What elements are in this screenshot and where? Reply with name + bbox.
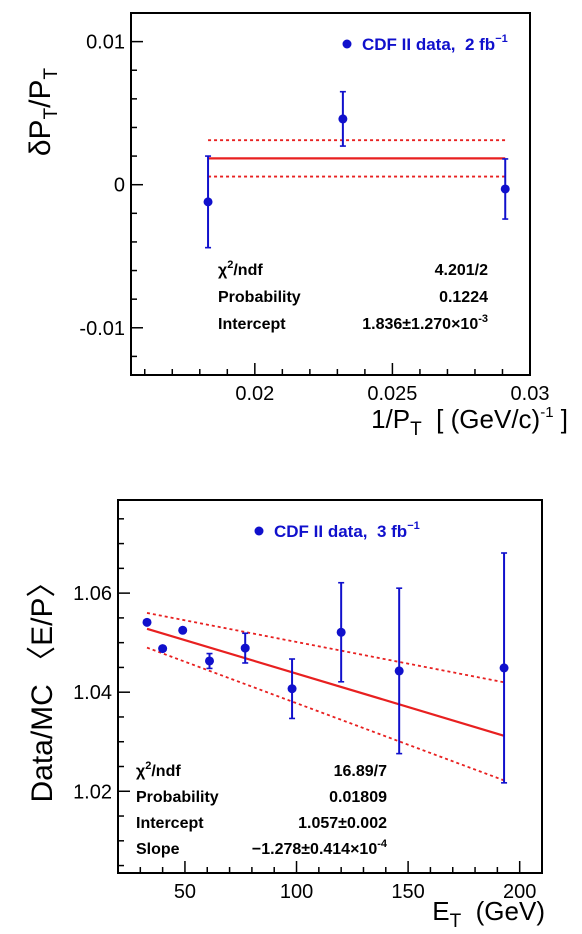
plot-frame-top [130, 12, 531, 376]
data-point [338, 114, 348, 124]
y-tick-label: 0.01 [86, 32, 125, 54]
x-tick-label: 150 [391, 881, 424, 903]
ticks-top [131, 12, 531, 375]
data-point [336, 627, 346, 637]
fit-line [146, 627, 505, 737]
ticks-bottom [117, 518, 543, 873]
y-tick-label: 0 [114, 175, 125, 197]
y-tick-label: -0.01 [79, 318, 125, 340]
legend-label-top: CDF II data, 2 fb−1 [362, 33, 508, 54]
stat-label-intercept-top: Intercept [218, 316, 286, 333]
data-point [178, 625, 188, 635]
data-point [142, 617, 152, 627]
fit-lines-bottom [146, 612, 505, 782]
x-axis-title-top: 1/PT [ (GeV/c)-1 ] [371, 404, 568, 440]
stat-value-chi2-bottom: 16.89/7 [334, 763, 387, 780]
x-tick-label: 200 [503, 881, 536, 903]
stat-value-slope-bottom: −1.278±0.414×10-4 [252, 838, 388, 858]
data-point [240, 643, 250, 653]
data-point [203, 197, 213, 207]
fit-lines-top [208, 139, 506, 178]
data-points-bottom [142, 552, 509, 784]
legend-label-bottom: CDF II data, 3 fb−1 [274, 520, 420, 541]
data-points-top [203, 90, 510, 249]
y-axis-title-top: δPT/PT [24, 67, 62, 156]
stat-label-slope-bottom: Slope [136, 841, 180, 858]
x-tick-label: 0.02 [235, 383, 274, 405]
data-point [394, 666, 404, 676]
y-tick-label: 1.04 [73, 682, 112, 704]
fit-band-lower [146, 646, 505, 782]
x-tick-label: 0.025 [367, 383, 417, 405]
stat-label-intercept-bottom: Intercept [136, 815, 204, 832]
chart-bottom: 1.02 1.04 1.06 50 100 150 200 Data/MC 〈E… [26, 499, 545, 932]
stat-label-probability-bottom: Probability [136, 789, 219, 806]
data-point [204, 656, 214, 666]
stat-value-chi2-top: 4.201/2 [435, 262, 488, 279]
fit-band-upper [146, 612, 505, 684]
y-tick-label: 1.06 [73, 583, 112, 605]
stat-label-chi2-top: χ2/ndf [218, 259, 263, 279]
data-point [500, 184, 510, 194]
legend-marker-top [342, 39, 352, 49]
x-tick-label: 100 [280, 881, 313, 903]
y-tick-label: 1.02 [73, 781, 112, 803]
data-point [287, 684, 297, 694]
stat-value-intercept-top: 1.836±1.270×10-3 [362, 313, 488, 333]
stat-label-probability-top: Probability [218, 289, 301, 306]
x-axis-title-bottom: ET (GeV) [432, 896, 545, 932]
y-axis-title-bottom: Data/MC 〈E/P〉 [26, 567, 59, 802]
stat-value-intercept-bottom: 1.057±0.002 [298, 815, 387, 832]
stat-value-probability-top: 0.1224 [439, 289, 488, 306]
chart-top: 0.01 0 -0.01 0.02 0.025 0.03 δPT/PT 1/PT… [24, 12, 568, 440]
stat-label-chi2-bottom: χ2/ndf [136, 760, 181, 780]
plot-frame-bottom [117, 499, 543, 874]
legend-marker-bottom [254, 526, 264, 536]
data-point [158, 644, 168, 654]
x-tick-label: 0.03 [511, 383, 550, 405]
stat-value-probability-bottom: 0.01809 [329, 789, 387, 806]
data-point [499, 663, 509, 673]
x-tick-label: 50 [174, 881, 196, 903]
